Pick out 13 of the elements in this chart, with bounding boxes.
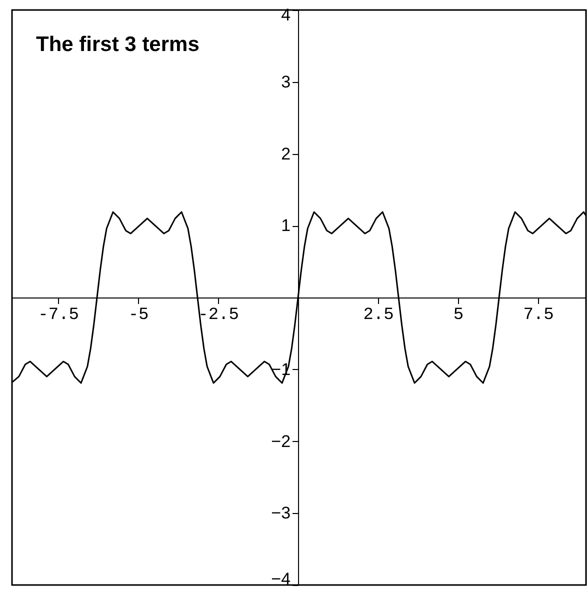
y-tick-label: −4 [271,570,291,588]
y-tick-label: 2 [281,144,291,164]
x-tick-label: 2.5 [363,306,394,325]
y-tick-label: 3 [281,72,291,92]
x-tick-label: 5 [453,306,464,325]
x-tick-label: -7.5 [38,306,79,325]
x-tick-label: 7.5 [523,306,554,325]
y-tick-label: −2 [271,432,291,451]
text: The first 3 terms [36,33,200,56]
x-tick-label: -2.5 [198,306,239,325]
y-tick-label: −3 [271,504,291,523]
x-tick-label: -5 [128,306,149,325]
y-tick-label: 1 [281,216,291,236]
